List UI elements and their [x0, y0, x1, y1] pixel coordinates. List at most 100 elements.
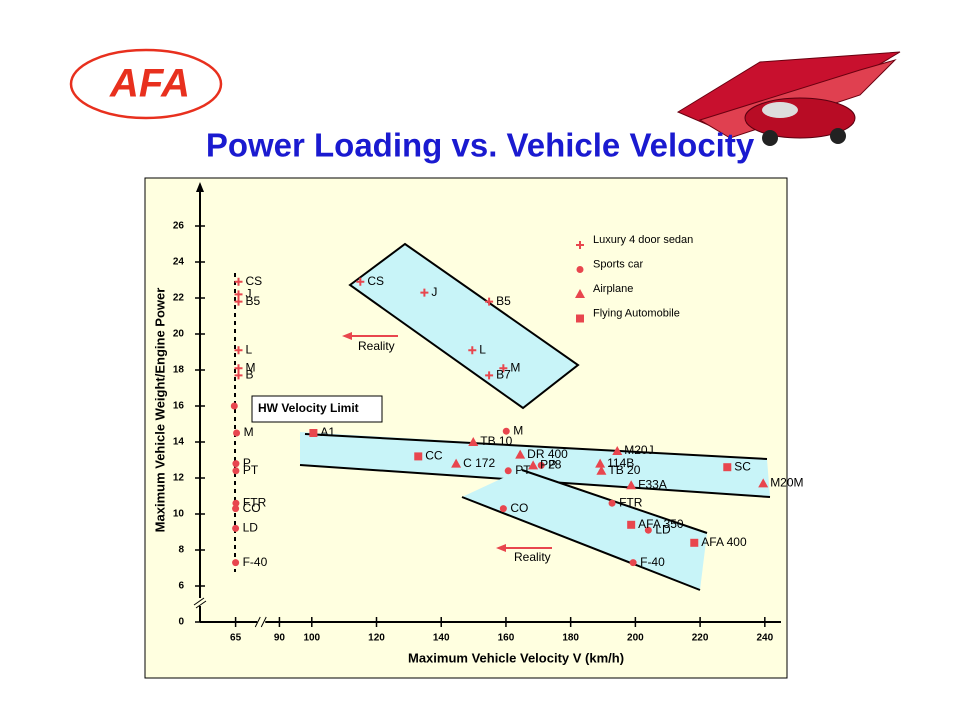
legend-marker — [576, 314, 584, 323]
marker-triangle — [758, 478, 769, 488]
annotation: Reality — [358, 339, 395, 353]
point-label: CS — [246, 274, 263, 288]
point-label: B5 — [246, 294, 261, 308]
region-band — [462, 470, 707, 590]
marker-circle — [629, 559, 637, 567]
x-tick-label: 140 — [433, 633, 450, 644]
point-label: F33A — [638, 477, 667, 491]
point-label: C 172 — [463, 456, 495, 470]
marker-plus — [234, 371, 243, 380]
point-label: M — [513, 423, 523, 437]
x-tick-label: 160 — [498, 633, 515, 644]
marker-plus — [234, 297, 243, 306]
marker-triangle — [515, 449, 526, 459]
x-tick-label: 180 — [562, 633, 579, 644]
marker-circle — [232, 559, 240, 567]
marker-triangle — [612, 446, 623, 455]
y-tick-label: 14 — [173, 437, 185, 448]
marker-circle — [504, 467, 512, 475]
point-label: L — [246, 342, 253, 356]
point-label: SC — [734, 459, 751, 473]
axis-break — [254, 616, 261, 628]
point-label: M20M — [770, 476, 803, 490]
x-tick-label: 240 — [756, 633, 773, 644]
marker-circle — [608, 499, 616, 507]
point-label: B5 — [496, 294, 511, 308]
point-label: AFA 350 — [638, 517, 684, 531]
annotation: Reality — [514, 550, 551, 564]
marker-square — [690, 538, 699, 547]
point-label: B — [246, 368, 254, 382]
point-label: DR 400 — [527, 447, 568, 461]
y-tick-label: 16 — [173, 401, 185, 412]
point-label: CS — [367, 274, 384, 288]
x-tick-label: 65 — [230, 633, 242, 644]
point-label: A1 — [320, 425, 335, 439]
marker-triangle — [626, 480, 637, 490]
marker-plus — [485, 371, 494, 380]
marker-triangle — [596, 465, 607, 475]
marker-circle — [537, 461, 545, 469]
x-tick-label: 200 — [627, 633, 644, 644]
y-tick-label: 12 — [173, 473, 185, 484]
marker-circle — [644, 526, 652, 534]
point-label: L — [479, 342, 486, 356]
arrow-head — [342, 332, 352, 340]
point-label: 114B — [607, 456, 634, 470]
marker-triangle — [595, 458, 606, 468]
axis-break — [194, 598, 206, 606]
marker-plus — [356, 277, 365, 286]
axis-break — [257, 616, 266, 628]
y-tick-label: 0 — [178, 617, 184, 628]
point-label: LD — [243, 521, 259, 535]
marker-square — [414, 452, 423, 461]
point-label: AFA 400 — [701, 535, 747, 549]
x-tick-label: 120 — [368, 633, 385, 644]
point-label: PT — [515, 463, 531, 477]
point-label: M — [244, 425, 254, 439]
y-tick-label: 10 — [173, 509, 185, 520]
marker-square — [627, 520, 636, 529]
point-label: M — [246, 360, 256, 374]
axis-break — [260, 616, 267, 628]
marker-plus — [234, 290, 243, 299]
legend-label: Sports car — [593, 258, 643, 270]
point-label: P — [243, 456, 251, 470]
point-label: F-40 — [640, 555, 665, 569]
logo-oval — [69, 48, 223, 120]
point-label: TB 20 — [608, 463, 640, 477]
legend-marker — [576, 241, 584, 249]
y-tick-label: 26 — [173, 221, 185, 232]
marker-circle — [499, 505, 507, 513]
arrow-head — [496, 544, 506, 552]
axis-break — [193, 597, 205, 606]
point-label: CO — [243, 501, 261, 515]
marker-triangle — [528, 460, 539, 470]
marker-plus — [234, 364, 243, 373]
y-tick-label: 6 — [178, 581, 184, 592]
marker-plus — [420, 288, 429, 297]
point-label: PT — [243, 463, 259, 477]
marker-circle — [232, 499, 240, 507]
point-label: CO — [510, 501, 528, 515]
point-label: CC — [425, 449, 443, 463]
y-axis-label: Maximum Vehicle Weight/Engine Power — [152, 288, 167, 533]
marker-circle — [232, 524, 240, 532]
point-label: LD — [655, 522, 671, 536]
y-tick-label: 22 — [173, 293, 185, 304]
car-illustration — [676, 51, 901, 146]
marker-circle — [232, 460, 240, 468]
legend-label: Airplane — [593, 283, 633, 295]
point-label: B7 — [496, 368, 511, 382]
marker-plus — [234, 277, 243, 286]
y-tick-label: 18 — [173, 365, 185, 376]
logo: AFA — [109, 62, 190, 106]
point-label: FTR — [619, 495, 643, 509]
point-label: J — [246, 287, 252, 301]
legend-marker — [575, 289, 585, 298]
x-tick-label: 90 — [274, 633, 286, 644]
legend-label: Flying Automobile — [593, 307, 680, 319]
point-label: F-40 — [243, 555, 268, 569]
chart-title: Power Loading vs. Vehicle Velocity — [206, 127, 755, 164]
